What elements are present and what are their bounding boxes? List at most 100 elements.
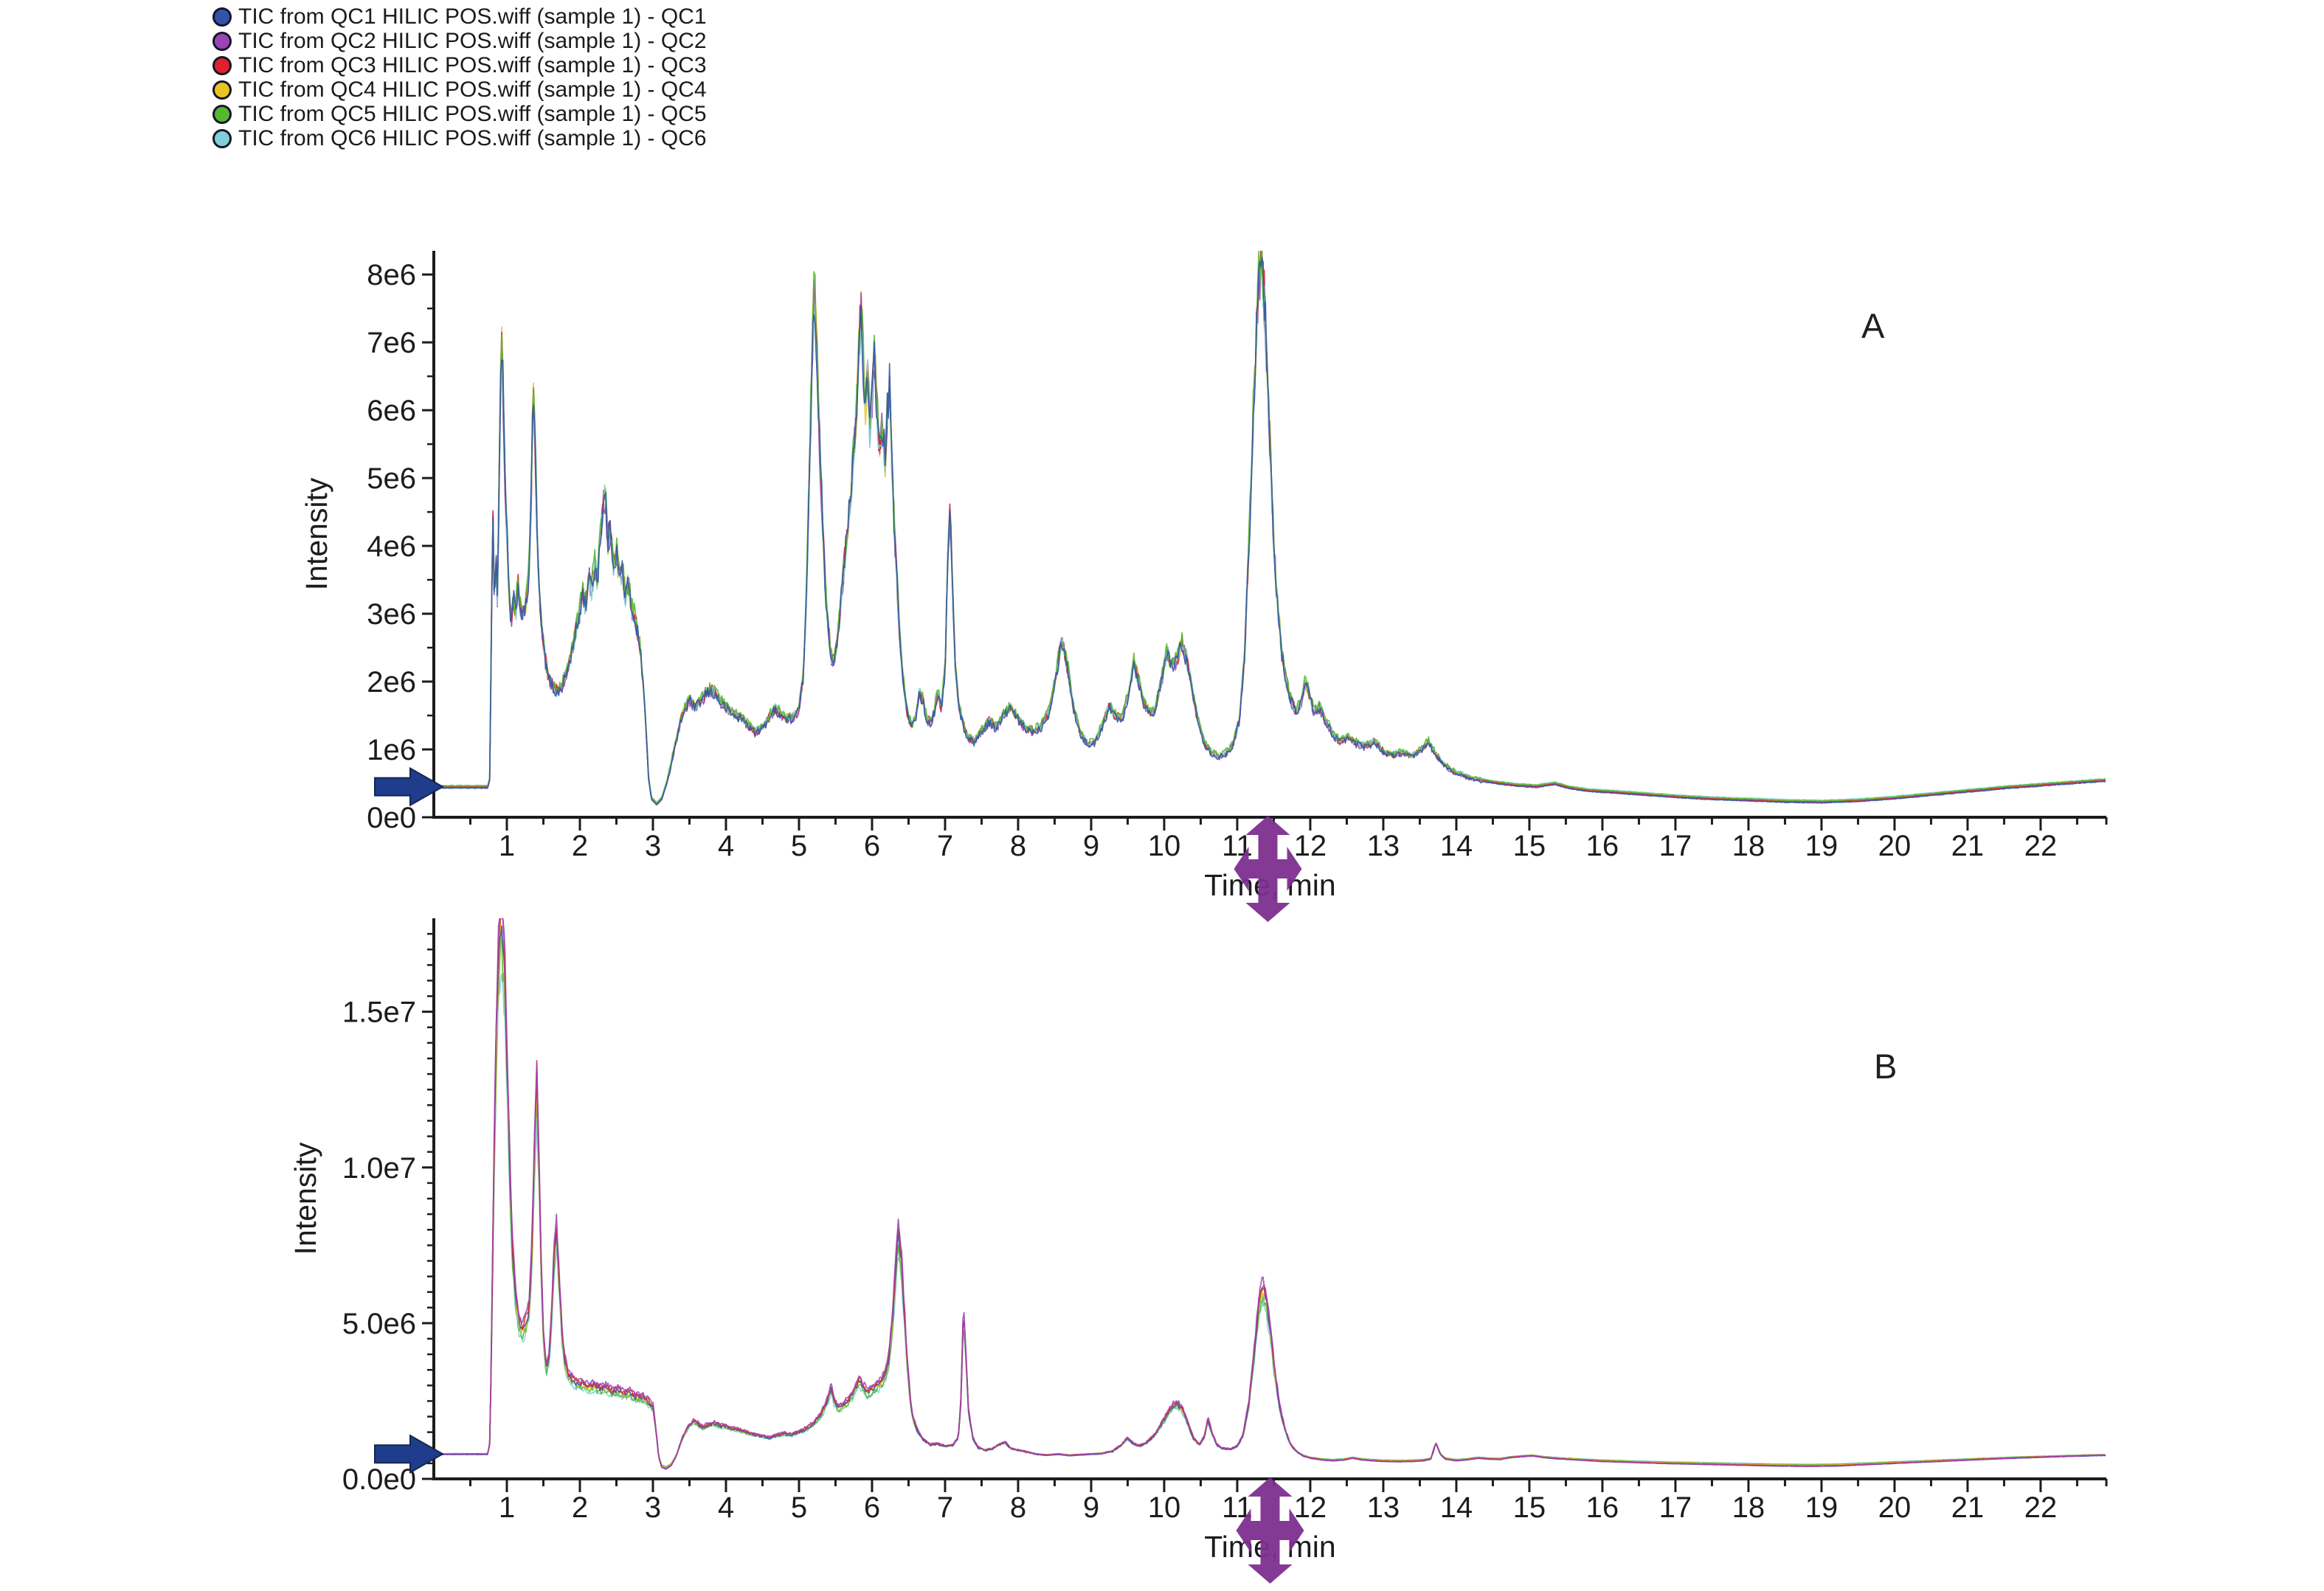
legend-item-label: TIC from QC5 HILIC POS.wiff (sample 1) -…: [238, 101, 707, 126]
x-tick-label: 4: [718, 1491, 734, 1524]
x-tick-label: 9: [1083, 1491, 1099, 1524]
x-tick-label: 16: [1586, 830, 1619, 862]
y-tick-label: 5.0e6: [342, 1308, 416, 1340]
tic-trace-qc1: [434, 925, 2106, 1470]
x-tick-label: 8: [1010, 830, 1026, 862]
y-tick-label: 2e6: [367, 666, 416, 699]
x-tick-label: 3: [645, 830, 661, 862]
x-tick-label: 12: [1294, 1491, 1327, 1524]
y-tick-label: 1.0e7: [342, 1152, 416, 1185]
y-tick-label: 5e6: [367, 462, 416, 495]
x-tick-label: 7: [937, 1491, 953, 1524]
trace-start-arrow-icon: [374, 766, 445, 807]
x-tick-label: 16: [1586, 1491, 1619, 1524]
tic-trace-qc5: [434, 251, 2106, 804]
panel-label: B: [1874, 1047, 1897, 1086]
legend-marker-icon: [212, 128, 232, 148]
panel-b: 1 2 3 4 5 6 7 8 9 10 11 12 13 14 15 16 17 18 19 20 21 220.0e0…: [288, 918, 2108, 1584]
x-tick-label: 14: [1440, 1491, 1473, 1524]
y-tick-label: 1.5e7: [342, 996, 416, 1029]
legend-item-label: TIC from QC4 HILIC POS.wiff (sample 1) -…: [238, 77, 707, 102]
legend-marker-icon: [212, 7, 232, 27]
tic-trace-qc2: [434, 918, 2106, 1470]
x-tick-label: 21: [1951, 830, 1985, 862]
x-tick-label: 8: [1010, 1491, 1026, 1524]
x-tick-label: 13: [1367, 830, 1400, 862]
x-tick-label: 6: [864, 1491, 880, 1524]
tic-trace-qc3: [434, 918, 2106, 1470]
tic-trace-qc1: [434, 257, 2106, 805]
panel-a: 1 2 3 4 5 6 7 8 9 10 11 12 13 14 15 16 17 18 19 20 21 220e01e…: [300, 251, 2108, 922]
x-tick-label: 2: [572, 1491, 588, 1524]
legend-marker-icon: [212, 80, 232, 100]
legend-item-qc3: TIC from QC3 HILIC POS.wiff (sample 1) -…: [212, 53, 707, 77]
legend-item-qc1: TIC from QC1 HILIC POS.wiff (sample 1) -…: [212, 4, 707, 29]
legend-item-qc2: TIC from QC2 HILIC POS.wiff (sample 1) -…: [212, 29, 707, 53]
legend-item-label: TIC from QC2 HILIC POS.wiff (sample 1) -…: [238, 28, 707, 53]
x-tick-label: 17: [1659, 1491, 1692, 1524]
x-tick-label: 10: [1148, 830, 1181, 862]
x-tick-label: 18: [1732, 830, 1766, 862]
y-tick-label: 6e6: [367, 395, 416, 427]
x-tick-label: 20: [1878, 830, 1912, 862]
trace-group: [434, 918, 2106, 1470]
x-tick-label: 18: [1732, 1491, 1766, 1524]
x-tick-label: 19: [1805, 1491, 1839, 1524]
x-tick-label: 19: [1805, 830, 1839, 862]
y-tick-label: 7e6: [367, 327, 416, 359]
x-tick-label: 1: [499, 830, 515, 862]
move-cursor-marker-icon: [1236, 1477, 1304, 1584]
tic-trace-qc4: [434, 251, 2106, 804]
y-tick-label: 0e0: [367, 802, 416, 834]
x-tick-label: 12: [1294, 830, 1327, 862]
x-tick-label: 5: [791, 830, 807, 862]
x-tick-label: 7: [937, 830, 953, 862]
trace-start-arrow-icon: [374, 1434, 445, 1474]
x-tick-label: 5: [791, 1491, 807, 1524]
y-tick-label: 4e6: [367, 530, 416, 563]
x-tick-label: 22: [2024, 830, 2058, 862]
y-tick-label: 8e6: [367, 259, 416, 291]
x-tick-label: 13: [1367, 1491, 1400, 1524]
x-tick-label: 22: [2024, 1491, 2058, 1524]
y-tick-label: 0.0e0: [342, 1463, 416, 1496]
tic-trace-qc6: [434, 973, 2106, 1468]
legend-item-qc5: TIC from QC5 HILIC POS.wiff (sample 1) -…: [212, 102, 707, 126]
y-tick-label: 1e6: [367, 734, 416, 766]
x-tick-label: 10: [1148, 1491, 1181, 1524]
tic-trace-qc2: [434, 251, 2106, 805]
y-axis-title: Intensity: [288, 1142, 322, 1255]
x-tick-label: 21: [1951, 1491, 1985, 1524]
legend-item-label: TIC from QC1 HILIC POS.wiff (sample 1) -…: [238, 4, 707, 29]
y-tick-label: 3e6: [367, 598, 416, 631]
x-tick-label: 2: [572, 830, 588, 862]
legend-item-qc4: TIC from QC4 HILIC POS.wiff (sample 1) -…: [212, 77, 707, 102]
y-axis-title: Intensity: [300, 477, 333, 590]
move-cursor-marker-icon: [1234, 816, 1302, 922]
legend-marker-icon: [212, 104, 232, 124]
tic-trace-qc6: [434, 266, 2106, 803]
x-tick-label: 1: [499, 1491, 515, 1524]
x-tick-label: 14: [1440, 830, 1473, 862]
x-tick-label: 15: [1513, 830, 1546, 862]
x-tick-label: 9: [1083, 830, 1099, 862]
legend-item-label: TIC from QC6 HILIC POS.wiff (sample 1) -…: [238, 125, 707, 150]
legend-item-qc6: TIC from QC6 HILIC POS.wiff (sample 1) -…: [212, 126, 707, 150]
panel-label: A: [1861, 306, 1885, 345]
x-tick-label: 20: [1878, 1491, 1912, 1524]
x-tick-label: 15: [1513, 1491, 1546, 1524]
x-tick-label: 17: [1659, 830, 1692, 862]
legend: TIC from QC1 HILIC POS.wiff (sample 1) -…: [212, 4, 707, 150]
legend-marker-icon: [212, 55, 232, 75]
x-tick-label: 3: [645, 1491, 661, 1524]
x-tick-label: 4: [718, 830, 734, 862]
tic-trace-qc4: [434, 921, 2106, 1469]
tic-trace-qc3: [434, 251, 2106, 805]
trace-group: [434, 251, 2106, 805]
legend-marker-icon: [212, 31, 232, 51]
x-tick-label: 6: [864, 830, 880, 862]
tic-trace-qc5: [434, 937, 2106, 1468]
legend-item-label: TIC from QC3 HILIC POS.wiff (sample 1) -…: [238, 52, 707, 77]
